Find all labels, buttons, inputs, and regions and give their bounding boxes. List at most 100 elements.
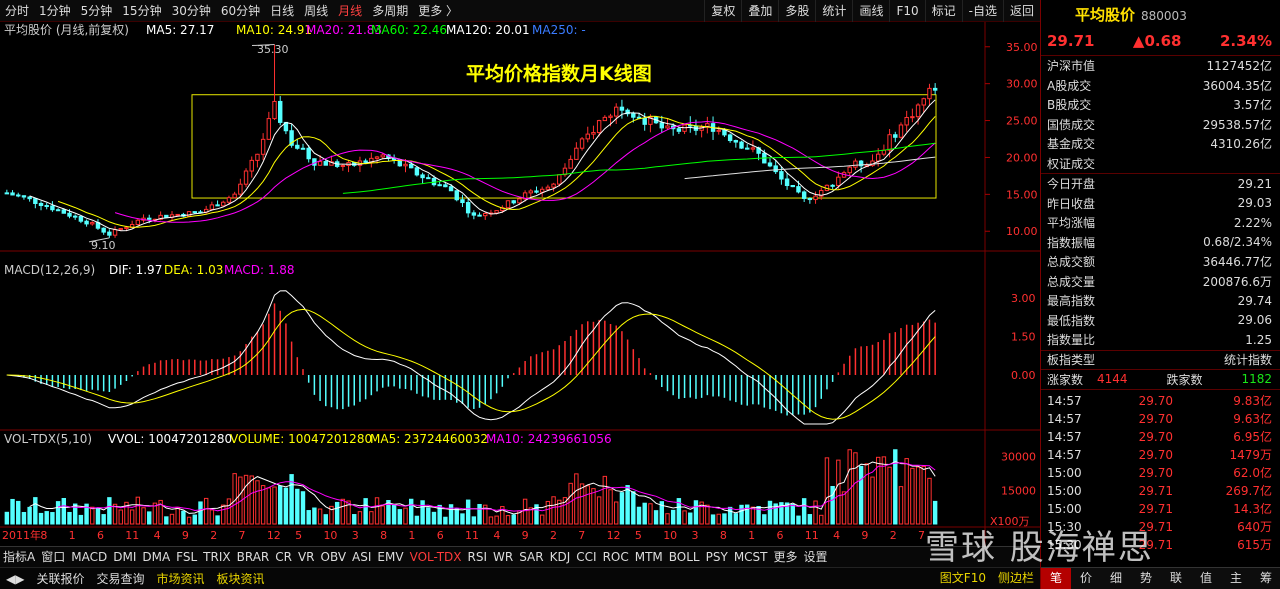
bottom-tab[interactable]: 交易查询 [96,571,145,586]
bottom-arrow-icon[interactable]: ◀▶ [6,571,25,586]
indicator-tab[interactable]: TRIX [203,550,231,564]
toolbar-button[interactable]: -自选 [961,0,1003,22]
bottom-tab[interactable]: 市场资讯 [156,571,205,586]
toolbar-button[interactable]: 返回 [1002,0,1040,22]
bottom-right-button[interactable]: 图文F10 [939,571,986,585]
period-tab[interactable]: 分时 [5,3,30,18]
indicator-tab[interactable]: MCST [733,550,768,564]
indicator-tab[interactable]: CCI [576,550,597,564]
candle-body [454,190,459,201]
side-tab[interactable]: 联 [1169,571,1182,585]
indicator-tab[interactable]: KDJ [549,550,571,564]
period-tab[interactable]: 月线 [338,3,363,18]
stat-row: 总成交额 36446.77亿 [1041,252,1280,272]
stat-value: 29.21 [1237,176,1272,191]
volume-bar [858,465,864,525]
toolbar-button[interactable]: 多股 [778,0,815,22]
indicator-tab[interactable]: CR [275,550,292,564]
x-axis-label: 6 [437,529,444,542]
toolbar-button[interactable]: F10 [889,0,924,22]
bottom-right-button[interactable]: 侧边栏 [997,571,1034,585]
tick-amount: 615万 [1237,538,1272,552]
indicator-tab[interactable]: ASI [352,550,372,564]
chart-svg[interactable]: 平均股价 (月线,前复权) MA5: 27.17 MA10: 24.91 MA2… [0,22,1040,546]
volume-bar [591,488,596,525]
period-tab[interactable]: 1分钟 [39,3,71,18]
toolbar-button[interactable]: 画线 [852,0,889,22]
candle-body [192,211,197,214]
x-axis-label: 2011年 [2,528,41,542]
candle-body [562,167,568,176]
period-tab[interactable]: 日线 [270,3,295,18]
indicator-tab[interactable]: ROC [602,550,629,564]
indicator-tab[interactable]: 窗口 [41,550,66,564]
tick-price: 29.71 [1138,537,1173,552]
toolbar-button[interactable]: 标记 [924,0,962,22]
stat-label: 指数振幅 [1047,235,1096,250]
indicator-tab[interactable]: BOLL [668,550,700,564]
side-tab[interactable]: 值 [1199,571,1212,585]
period-tab[interactable]: 更多 〉 [418,3,459,18]
candle-body [494,210,499,214]
kline-chart[interactable]: 平均股价 (月线,前复权) MA5: 27.17 MA10: 24.91 MA2… [0,22,1040,546]
volume-bar [260,485,266,525]
indicator-tab[interactable]: 设置 [803,550,828,564]
x-axis-label: 10 [663,529,677,542]
period-tab[interactable]: 30分钟 [171,3,211,18]
x-axis-label: 6 [776,529,783,542]
indicator-tab[interactable]: WR [493,550,514,564]
indicator-tab[interactable]: MTM [634,550,663,564]
indicator-tab[interactable]: BRAR [236,550,270,564]
indicator-tab[interactable]: 指标A [3,550,36,564]
indicator-tab[interactable]: MACD [71,550,108,564]
period-tab[interactable]: 多周期 [372,3,409,18]
bottom-tab[interactable]: 关联报价 [36,571,85,586]
indicator-tab[interactable]: 更多 [773,550,798,564]
volume-bar [283,487,289,525]
side-tab[interactable]: 笔 [1041,568,1071,589]
candle-body [460,199,465,204]
side-tab[interactable]: 势 [1139,571,1152,585]
period-tab[interactable]: 5分钟 [80,3,113,18]
stat-value: 36446.77亿 [1202,255,1272,270]
volume-bar [203,497,209,525]
indicator-tab[interactable]: DMI [113,550,137,564]
candle-body [300,147,306,150]
indicator-tab[interactable]: SAR [519,550,544,564]
indicator-tab[interactable]: VOL-TDX [409,550,462,564]
indicator-tab[interactable]: RSI [467,550,488,564]
volume-bar [545,500,551,525]
volume-bar [881,456,887,525]
ma20-line [114,120,936,223]
indicator-tab[interactable]: DMA [142,550,171,564]
volume-bar [454,507,459,525]
indicator-tab[interactable]: VR [297,550,315,564]
period-tab[interactable]: 15分钟 [122,3,162,18]
period-tab[interactable]: 周线 [304,3,329,18]
candle-body [215,204,220,207]
indicator-tab[interactable]: PSY [705,550,728,564]
volume-bar [67,511,72,525]
toolbar-button[interactable]: 叠加 [741,0,778,22]
volume-bar [875,456,881,525]
volume-bar [619,492,625,525]
main-title: 平均股价 (月线,前复权) [4,22,129,37]
side-tab[interactable]: 筹 [1259,571,1272,585]
side-tab[interactable]: 主 [1229,571,1242,585]
indicator-tab[interactable]: OBV [320,550,347,564]
candle-body [614,106,619,117]
x-axis-label: 11 [465,529,479,542]
period-tab[interactable]: 60分钟 [220,3,261,18]
side-tab[interactable]: 细 [1109,571,1122,585]
side-tab[interactable]: 价 [1079,571,1092,585]
candle-body [238,183,243,195]
bottom-tab[interactable]: 板块资讯 [216,571,265,586]
toolbar-button[interactable]: 统计 [815,0,852,22]
indicator-tab[interactable]: FSL [176,550,198,564]
candle-body [477,214,482,217]
candle-body [557,174,562,185]
candle-body [784,178,790,186]
indicator-tab[interactable]: EMV [377,550,404,564]
candle-body [260,138,266,155]
toolbar-button[interactable]: 复权 [704,0,741,22]
